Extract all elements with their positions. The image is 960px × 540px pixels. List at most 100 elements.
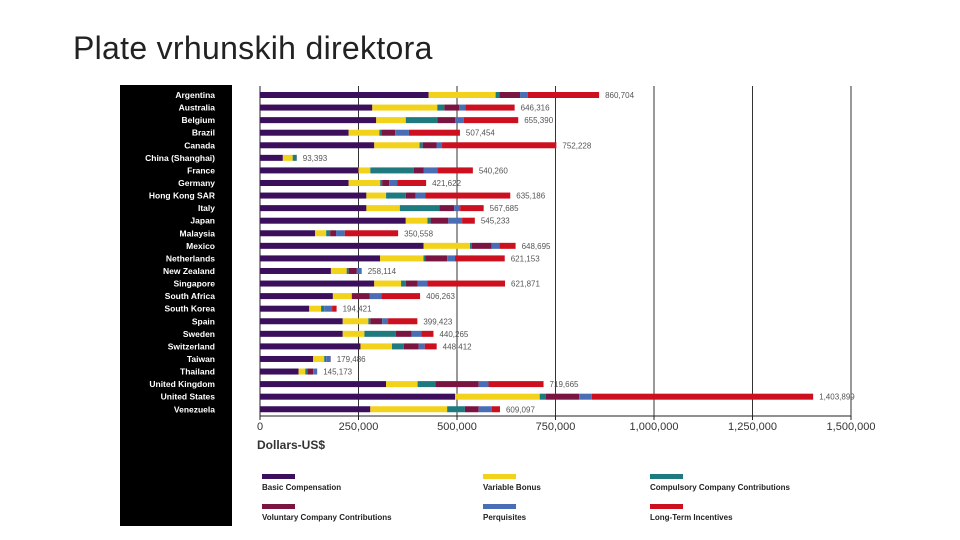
- bar-basic-compensation-venezuela: [260, 406, 371, 413]
- bar-long-term-incentives-switzerland: [424, 343, 437, 350]
- bar-long-term-incentives-south-africa: [381, 293, 421, 300]
- category-label-brazil: Brazil: [192, 128, 215, 138]
- total-label-australia: 646,316: [521, 104, 550, 113]
- bar-perquisites-japan: [448, 217, 463, 224]
- bar-perquisites-singapore: [417, 280, 428, 287]
- category-label-thailand: Thailand: [180, 367, 215, 377]
- total-label-brazil: 507,454: [466, 129, 495, 138]
- category-label-new-zealand: New Zealand: [163, 266, 215, 276]
- bar-basic-compensation-mexico: [260, 242, 424, 249]
- legend-label-voluntary-company-contributions: Voluntary Company Contributions: [262, 513, 392, 522]
- bar-basic-compensation-china-shanghai: [260, 154, 283, 161]
- bar-perquisites-malaysia: [336, 230, 345, 237]
- bar-basic-compensation-netherlands: [260, 255, 381, 262]
- bar-long-term-incentives-canada: [442, 142, 557, 149]
- total-label-singapore: 621,871: [511, 280, 540, 289]
- bar-variable-bonus-germany: [348, 179, 381, 186]
- bar-voluntary-company-contributions-switzerland: [403, 343, 419, 350]
- bar-voluntary-company-contributions-singapore: [405, 280, 418, 287]
- bar-compulsory-company-contributions-belgium: [405, 117, 438, 124]
- total-label-taiwan: 179,486: [337, 355, 366, 364]
- x-axis-title: Dollars-US$: [257, 438, 325, 452]
- bar-perquisites-canada: [436, 142, 443, 149]
- total-label-thailand: 145,173: [323, 368, 352, 377]
- bar-long-term-incentives-united-kingdom: [488, 381, 544, 388]
- bar-perquisites-hong-kong-sar: [415, 192, 426, 199]
- bar-variable-bonus-italy: [366, 205, 400, 212]
- bar-long-term-incentives-venezuela: [491, 406, 500, 413]
- bar-compulsory-company-contributions-spain: [368, 318, 371, 325]
- bar-basic-compensation-argentina: [260, 92, 429, 98]
- bar-perquisites-argentina: [520, 92, 528, 98]
- category-label-mexico: Mexico: [186, 241, 215, 251]
- bar-voluntary-company-contributions-thailand: [307, 368, 314, 375]
- bar-compulsory-company-contributions-argentina: [495, 92, 500, 98]
- bar-variable-bonus-argentina: [428, 92, 496, 98]
- bar-long-term-incentives-netherlands: [455, 255, 505, 262]
- bar-basic-compensation-france: [260, 167, 359, 174]
- bar-long-term-incentives-belgium: [463, 117, 519, 124]
- bar-variable-bonus-canada: [374, 142, 420, 149]
- total-label-belgium: 655,390: [524, 116, 553, 125]
- bar-variable-bonus-spain: [342, 318, 369, 325]
- bar-perquisites-south-korea: [324, 305, 333, 312]
- bar-voluntary-company-contributions-netherlands: [425, 255, 448, 262]
- bar-perquisites-italy: [454, 205, 461, 212]
- category-label-south-africa: South Africa: [165, 291, 215, 301]
- total-label-argentina: 860,704: [605, 91, 634, 100]
- bar-long-term-incentives-south-korea: [332, 305, 337, 312]
- total-label-japan: 545,233: [481, 217, 510, 226]
- bar-variable-bonus-united-states: [455, 393, 540, 400]
- bar-perquisites-switzerland: [418, 343, 425, 350]
- bar-perquisites-brazil: [395, 129, 409, 136]
- bar-long-term-incentives-united-states: [591, 393, 814, 400]
- bar-perquisites-sweden: [411, 330, 422, 337]
- bar-basic-compensation-spain: [260, 318, 343, 325]
- bar-compulsory-company-contributions-japan: [427, 217, 431, 224]
- bar-compulsory-company-contributions-south-korea: [321, 305, 325, 312]
- bar-compulsory-company-contributions-singapore: [401, 280, 406, 287]
- legend-swatch-variable-bonus: [483, 474, 516, 479]
- total-label-new-zealand: 258,114: [368, 267, 397, 276]
- bar-compulsory-company-contributions-hong-kong-sar: [386, 192, 406, 199]
- bar-compulsory-company-contributions-brazil: [379, 129, 382, 136]
- bar-variable-bonus-china-shanghai: [282, 154, 293, 161]
- bar-perquisites-thailand: [313, 368, 318, 375]
- bar-long-term-incentives-italy: [460, 205, 484, 212]
- legend-label-variable-bonus: Variable Bonus: [483, 483, 541, 492]
- total-label-sweden: 440,265: [439, 330, 468, 339]
- bar-compulsory-company-contributions-united-kingdom: [417, 381, 436, 388]
- bar-long-term-incentives-spain: [388, 318, 418, 325]
- category-label-france: France: [187, 165, 215, 175]
- category-label-united-states: United States: [161, 392, 216, 402]
- bar-compulsory-company-contributions-france: [370, 167, 414, 174]
- bar-compulsory-company-contributions-germany: [380, 179, 383, 186]
- total-label-canada: 752,228: [562, 141, 591, 150]
- total-label-italy: 567,685: [490, 204, 519, 213]
- bar-basic-compensation-brazil: [260, 129, 349, 136]
- bar-voluntary-company-contributions-united-states: [545, 393, 580, 400]
- bar-voluntary-company-contributions-venezuela: [464, 406, 479, 413]
- bar-long-term-incentives-argentina: [527, 92, 600, 98]
- bar-variable-bonus-netherlands: [380, 255, 424, 262]
- category-label-italy: Italy: [198, 203, 215, 213]
- bar-perquisites-belgium: [455, 117, 464, 124]
- bar-variable-bonus-south-africa: [332, 293, 352, 300]
- category-label-malaysia: Malaysia: [180, 228, 216, 238]
- total-label-france: 540,260: [479, 166, 508, 175]
- bar-basic-compensation-hong-kong-sar: [260, 192, 367, 199]
- bar-voluntary-company-contributions-italy: [439, 205, 455, 212]
- x-tick-label: 750,000: [536, 421, 576, 433]
- slide-title: Plate vrhunskih direktora: [73, 30, 433, 66]
- bar-compulsory-company-contributions-new-zealand: [346, 267, 349, 274]
- bar-basic-compensation-australia: [260, 104, 373, 111]
- bar-voluntary-company-contributions-sweden: [395, 330, 412, 337]
- legend-label-basic-compensation: Basic Compensation: [262, 483, 341, 492]
- total-label-netherlands: 621,153: [511, 254, 540, 263]
- category-label-spain: Spain: [192, 316, 215, 326]
- bar-basic-compensation-south-korea: [260, 305, 310, 312]
- bar-voluntary-company-contributions-germany: [382, 179, 390, 186]
- legend-label-compulsory-company-contributions: Compulsory Company Contributions: [650, 483, 791, 492]
- bar-compulsory-company-contributions-australia: [437, 104, 445, 111]
